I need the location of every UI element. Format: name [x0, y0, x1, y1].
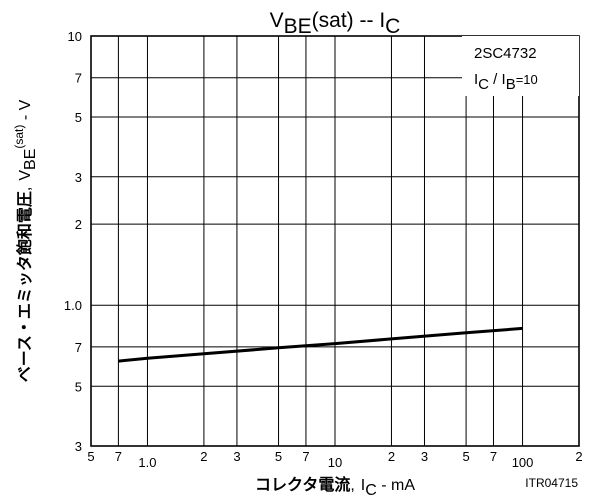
y-tick-label: 3	[75, 439, 82, 454]
x-tick-label: 2	[388, 449, 395, 464]
y-tick-label: 3	[75, 170, 82, 185]
y-axis-label: ベース・エミッタ飽和電圧,VBE(sat) - V	[12, 99, 39, 382]
y-tick-label: 7	[75, 340, 82, 355]
y-tick-label: 2	[75, 217, 82, 232]
chart-title: VBE(sat) -- IC	[270, 9, 401, 38]
x-tick-label: 5	[275, 449, 282, 464]
x-tick-label: 2	[200, 449, 207, 464]
part-number-label: 2SC4732	[474, 45, 537, 62]
annotation-box	[462, 36, 579, 96]
condition-label: IC / IB=10	[474, 71, 538, 93]
x-tick-label: 10	[328, 455, 342, 470]
x-tick-label: 5	[87, 449, 94, 464]
y-tick-label: 5	[75, 379, 82, 394]
chart-grid	[91, 36, 579, 446]
y-tick-label: 7	[75, 71, 82, 86]
y-tick-label: 10	[68, 29, 82, 44]
figure-id: ITR04715	[525, 476, 578, 490]
x-tick-label: 7	[490, 449, 497, 464]
y-tick-label: 1.0	[64, 298, 82, 313]
x-tick-label: 100	[512, 455, 534, 470]
x-tick-label: 3	[233, 449, 240, 464]
x-tick-label: 2	[575, 449, 582, 464]
x-tick-label: 5	[462, 449, 469, 464]
x-tick-label: 7	[302, 449, 309, 464]
x-tick-label: 7	[115, 449, 122, 464]
x-tick-label: 3	[421, 449, 428, 464]
y-tick-label: 5	[75, 110, 82, 125]
x-tick-label: 1.0	[138, 455, 156, 470]
series-layer	[118, 326, 523, 363]
plot-frame	[90, 35, 580, 447]
series-line	[118, 326, 523, 363]
x-axis-label: コレクタ電流, IC - mA	[255, 475, 415, 499]
